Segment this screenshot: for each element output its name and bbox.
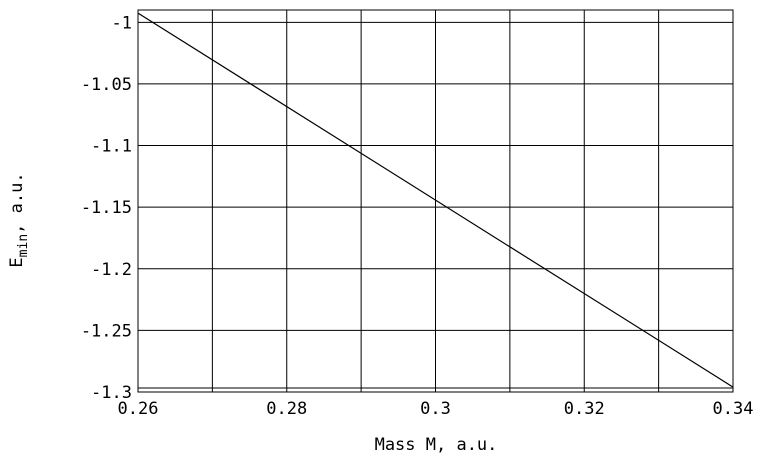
x-tick-label: 0.34 [713,399,754,419]
y-axis-label-suffix: , a.u. [7,172,27,233]
y-tick-label: -1.25 [81,321,132,341]
x-axis-label: Mass M, a.u. [375,435,498,455]
series-line [137,12,734,388]
series-layer [137,12,734,388]
y-tick-label: -1.2 [91,260,132,280]
y-axis-label-sub: min [16,234,31,257]
y-axis-label: Emin, a.u. [7,172,31,267]
x-tick-label: 0.26 [118,399,159,419]
x-tick-labels: 0.26 0.28 0.3 0.32 0.34 [118,399,754,419]
y-axis-label-main: E [7,257,27,267]
y-tick-label: -1.1 [91,137,132,157]
grid-lines [137,10,734,393]
x-tick-label: 0.28 [266,399,307,419]
y-tick-label: -1.3 [91,383,132,403]
y-tick-labels: -1 -1.05 -1.1 -1.15 -1.2 -1.25 -1.3 [81,13,132,403]
x-tick-label: 0.3 [420,399,451,419]
y-tick-label: -1 [112,13,132,33]
y-tick-label: -1.15 [81,198,132,218]
x-tick-label: 0.32 [564,399,605,419]
y-tick-label: -1.05 [81,75,132,95]
plot-frame [137,9,734,393]
